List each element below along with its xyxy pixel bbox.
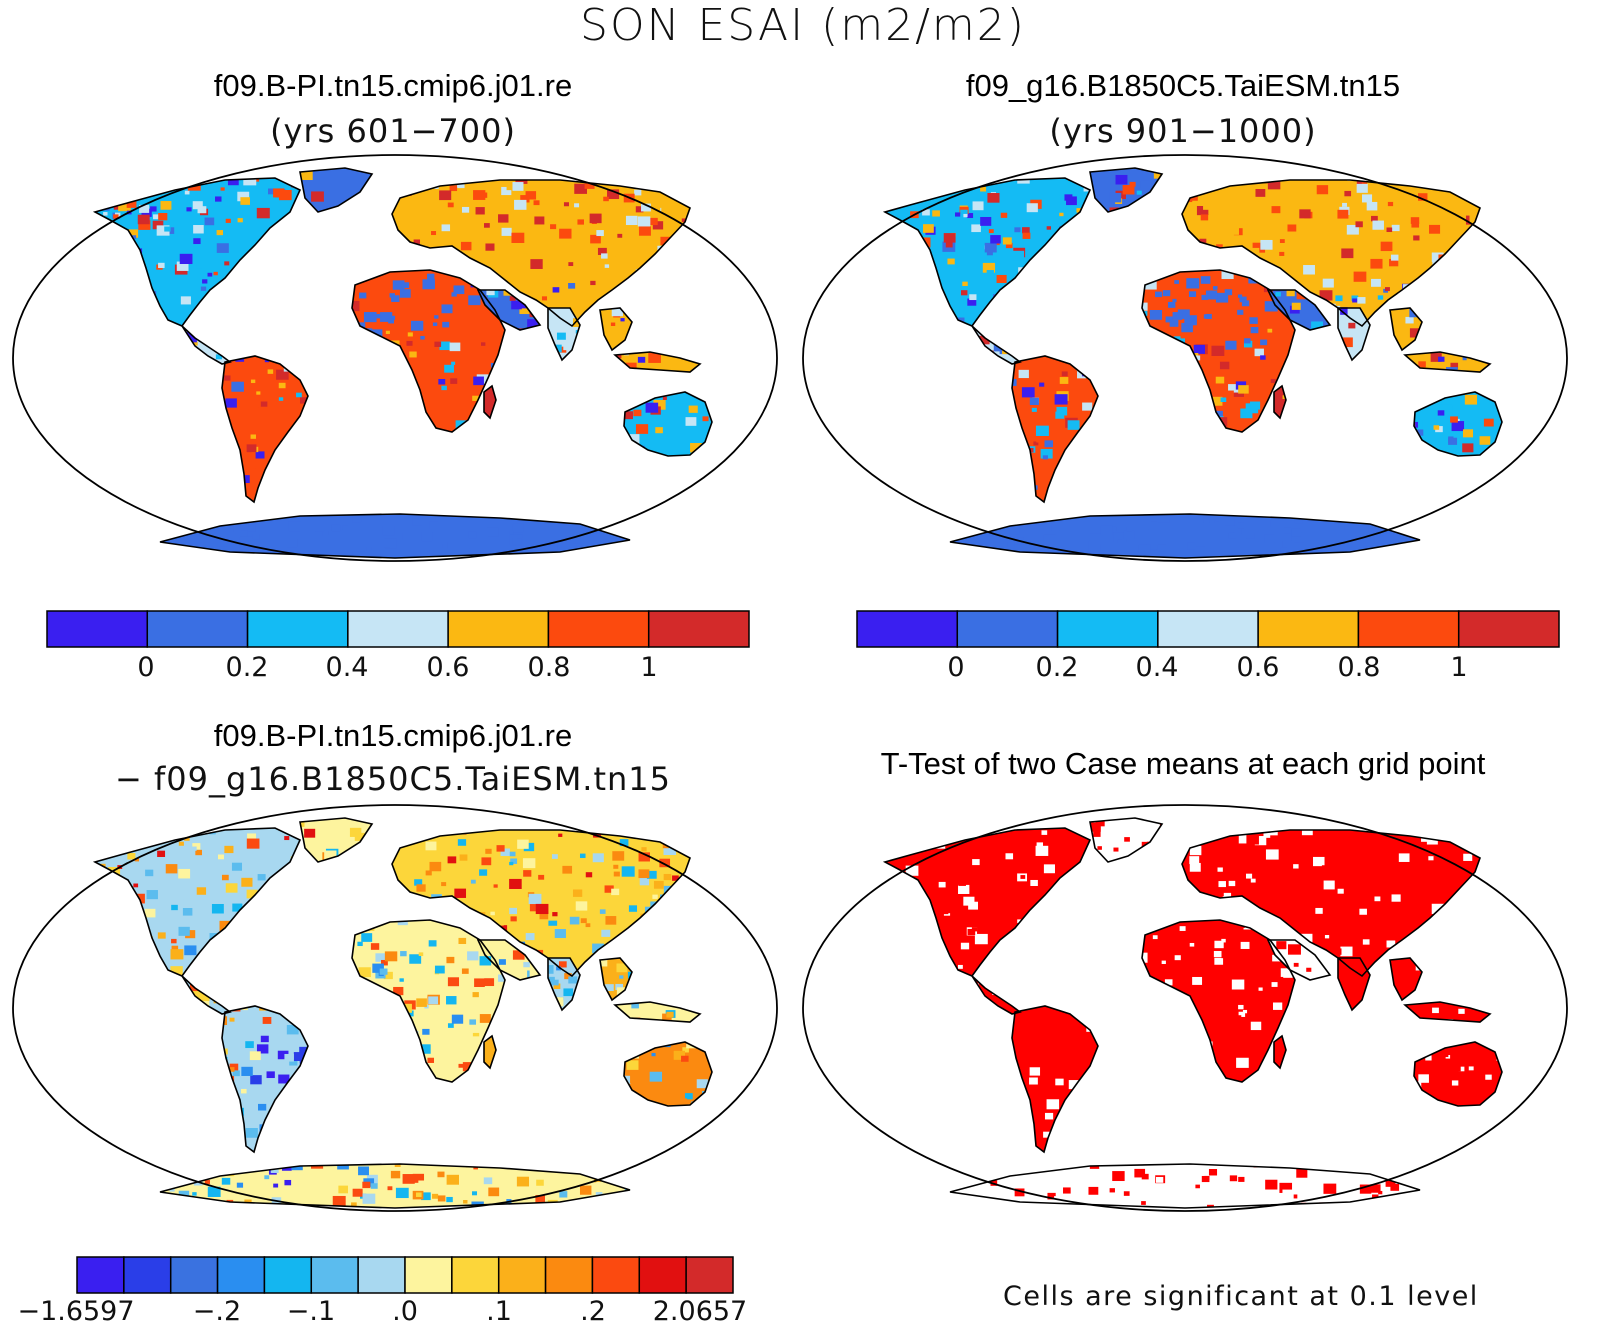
- colorbar-swatch: [1056, 610, 1159, 648]
- world-map: [802, 804, 1568, 1212]
- colorbar-swatch: [1357, 610, 1460, 648]
- panel3-subtitle: − f09_g16.B1850C5.TaiESM.tn15: [114, 760, 672, 798]
- colorbar-swatch: [497, 1256, 547, 1294]
- colorbar-mean-2: [856, 610, 1560, 648]
- colorbar-swatch: [357, 1256, 406, 1294]
- colorbar-tick-label: 0: [947, 652, 965, 683]
- land-region-antarctica: [160, 1164, 630, 1208]
- colorbar-mean-1: [46, 610, 750, 648]
- colorbar-swatch: [1157, 610, 1259, 648]
- colorbar-tick-label: 0.2: [1035, 652, 1079, 683]
- colorbar-swatch: [169, 1256, 219, 1294]
- land-region-south-america: [222, 356, 308, 502]
- panel1-title: f09.B-PI.tn15.cmip6.j01.re: [213, 68, 573, 103]
- colorbar-diff: [76, 1256, 734, 1294]
- ttest-note: Cells are significant at 0.1 level: [1003, 1281, 1479, 1312]
- panel3-title: f09.B-PI.tn15.cmip6.j01.re: [213, 718, 573, 753]
- panel4-title: T-Test of two Case means at each grid po…: [880, 746, 1486, 781]
- land-region-eurasia: [392, 180, 690, 326]
- map-frame: [802, 804, 1568, 1212]
- map-panel-3: [12, 804, 778, 1212]
- land-region-eurasia: [1182, 180, 1480, 326]
- colorbar-tick-label: 0.6: [1236, 652, 1280, 683]
- colorbar-swatch: [46, 610, 149, 648]
- colorbar-swatch: [638, 1256, 687, 1294]
- land-region-indonesia: [1405, 352, 1490, 372]
- colorbar-tick-label: 0.4: [1135, 652, 1179, 683]
- colorbar-swatch: [310, 1256, 359, 1294]
- land-region-arabia: [478, 940, 540, 980]
- map-panel-4: [802, 804, 1568, 1212]
- colorbar-swatch: [647, 610, 750, 648]
- land-region-antarctica: [160, 514, 630, 558]
- colorbar-swatch: [451, 1256, 500, 1294]
- land-region-arabia: [1268, 940, 1330, 980]
- colorbar-swatch: [591, 1256, 641, 1294]
- colorbar-swatch: [544, 1256, 594, 1294]
- colorbar-tick-label: .1: [486, 1296, 512, 1327]
- land-region-australia: [624, 1042, 712, 1106]
- land-region-central-america: [972, 326, 1020, 364]
- colorbar-tick-label: .0: [392, 1296, 418, 1327]
- land-region-antarctica: [950, 514, 1420, 558]
- land-region-madagascar: [484, 1036, 496, 1068]
- map-panel-1: [12, 154, 778, 562]
- colorbar-swatch: [1457, 610, 1560, 648]
- colorbar-swatch: [216, 1256, 266, 1294]
- panel2-subtitle: (yrs 901−1000): [1049, 112, 1317, 150]
- land-region-indonesia: [1405, 1002, 1490, 1022]
- colorbar-swatch: [856, 610, 959, 648]
- land-region-indonesia: [615, 1002, 700, 1022]
- figure-title: SON ESAI (m2/m2): [580, 0, 1026, 51]
- world-map: [12, 154, 778, 562]
- colorbar-tick-label: 0.4: [325, 652, 369, 683]
- colorbar-swatch: [246, 610, 349, 648]
- colorbar-tick-label: 1: [640, 652, 658, 683]
- colorbar-swatch: [447, 610, 550, 648]
- colorbar-swatch: [956, 610, 1059, 648]
- land-region-north-america: [95, 828, 300, 976]
- map-panel-2: [802, 154, 1568, 562]
- colorbar-swatch: [76, 1256, 125, 1294]
- colorbar-tick-label: 0.6: [426, 652, 470, 683]
- colorbar-tick-label: 1: [1450, 652, 1468, 683]
- land-region-north-america: [95, 178, 300, 326]
- colorbar-tick-label: 0.8: [527, 652, 571, 683]
- colorbar-tick-label: 0.8: [1337, 652, 1381, 683]
- land-region-central-america: [182, 976, 230, 1014]
- colorbar-swatch: [123, 1256, 172, 1294]
- land-region-south-america: [1012, 1006, 1098, 1152]
- colorbar-tick-label: −.1: [286, 1296, 336, 1327]
- land-region-africa: [352, 270, 505, 432]
- world-map: [12, 804, 778, 1212]
- colorbar-swatch: [404, 1256, 453, 1294]
- colorbar-tick-label: −.2: [192, 1296, 242, 1327]
- land-region-madagascar: [484, 386, 496, 418]
- land-region-se-asia: [1390, 308, 1422, 350]
- map-frame: [802, 154, 1568, 562]
- land-region-arabia: [478, 290, 540, 330]
- land-region-australia: [1414, 1042, 1502, 1106]
- colorbar-swatch: [1257, 610, 1360, 648]
- map-frame: [12, 154, 778, 562]
- colorbar-tick-label: −1.6597: [17, 1296, 135, 1327]
- panel1-subtitle: (yrs 601−700): [270, 112, 516, 150]
- colorbar-swatch: [263, 1256, 313, 1294]
- colorbar-tick-label: 0: [137, 652, 155, 683]
- colorbar-swatch: [146, 610, 249, 648]
- colorbar-swatch: [547, 610, 650, 648]
- colorbar-tick-label: .2: [580, 1296, 606, 1327]
- colorbar-tick-label: 2.0657: [652, 1296, 748, 1327]
- panel2-title: f09_g16.B1850C5.TaiESM.tn15: [965, 68, 1401, 103]
- land-region-central-america: [972, 976, 1020, 1014]
- map-frame: [12, 804, 778, 1212]
- land-region-eurasia: [1182, 830, 1480, 976]
- colorbar-swatch: [685, 1256, 734, 1294]
- colorbar-tick-label: 0.2: [225, 652, 269, 683]
- colorbar-swatch: [347, 610, 449, 648]
- world-map: [802, 154, 1568, 562]
